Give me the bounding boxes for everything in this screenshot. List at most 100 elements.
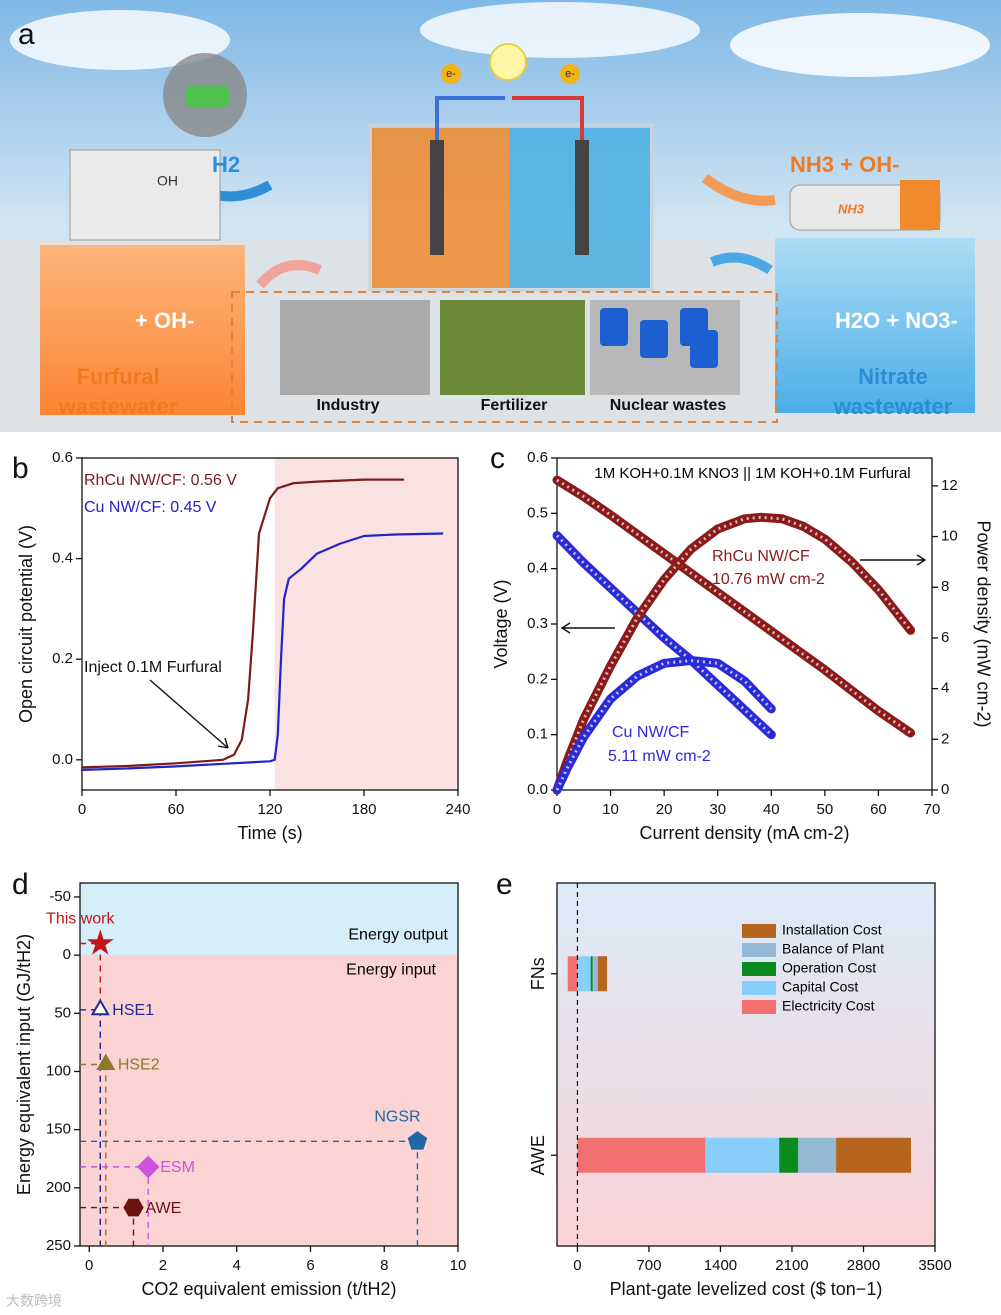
point	[136, 1155, 160, 1179]
y2-tick-label: 2	[941, 730, 949, 747]
x-tick-label: 700	[636, 1257, 661, 1274]
annotation: Inject 0.1M Furfural	[84, 659, 222, 676]
nitrate-plus: H2O + NO3-	[835, 308, 958, 333]
truck-label: NH3	[838, 201, 865, 216]
bar-segment	[597, 956, 608, 992]
y-tick-label: 0.5	[527, 504, 548, 521]
x-tick-label: 180	[351, 801, 376, 818]
plot-frame	[556, 882, 936, 1247]
source-label: wastewater	[833, 394, 953, 419]
source-name: Nuclear wastes	[610, 397, 727, 414]
x-tick-label: 10	[450, 1257, 467, 1274]
bar-segment	[836, 1137, 911, 1173]
annotation-arrow	[860, 554, 927, 566]
x-tick-label: 2800	[847, 1257, 880, 1274]
point-label: HSE2	[118, 1057, 160, 1074]
point-label: ESM	[160, 1159, 195, 1176]
panel-label: d	[12, 868, 29, 901]
series-line-highlight	[555, 658, 773, 791]
y-tick-label: 0.2	[52, 650, 73, 667]
panel-label: e	[496, 868, 513, 901]
y-tick-label: 0.3	[527, 615, 548, 632]
x-tick-label: 2100	[775, 1257, 808, 1274]
x-tick-label: 50	[817, 801, 834, 818]
x-axis-label: Plant-gate levelized cost ($ ton−1)	[610, 1279, 883, 1299]
point-label: NGSR	[374, 1109, 420, 1126]
region	[80, 955, 458, 1246]
bar-segment	[567, 956, 578, 992]
y-tick-label: 0.6	[52, 449, 73, 466]
x-axis-label: CO2 equivalent emission (t/tH2)	[141, 1279, 396, 1299]
product-label: NH3 + OH-	[790, 152, 899, 177]
y-tick-label: 0.6	[527, 449, 548, 466]
x-tick-label: 6	[306, 1257, 314, 1274]
x-tick-label: 240	[445, 801, 470, 818]
panel-label: a	[18, 18, 35, 51]
annotation: 10.76 mW cm-2	[712, 571, 825, 588]
y-tick-label: 0	[63, 946, 71, 963]
point	[96, 1053, 116, 1070]
series-line-highlight	[555, 515, 912, 791]
x-tick-label: 70	[924, 801, 941, 818]
bar-segment	[590, 956, 593, 992]
x-tick-label: 40	[763, 801, 780, 818]
annotation: 5.11 mW cm-2	[608, 748, 711, 765]
legend-swatch	[742, 962, 776, 976]
legend-swatch	[742, 924, 776, 938]
legend-swatch	[742, 1000, 776, 1014]
legend-label: Operation Cost	[782, 960, 876, 976]
annotation: RhCu NW/CF	[712, 548, 810, 565]
bar-segment	[798, 1137, 837, 1173]
chart-title: 1M KOH+0.1M KNO3 || 1M KOH+0.1M Furfural	[594, 465, 910, 482]
illustration: a H2 OH NH3 + OH- NH3 + OH- H2O + NO3- e…	[0, 0, 1001, 432]
molecule-label: OH	[157, 173, 178, 189]
x-tick-label: 0	[85, 1257, 93, 1274]
x-axis-label: Time (s)	[237, 823, 302, 843]
y-axis-label: Open circuit potential (V)	[16, 525, 36, 723]
point-label: HSE1	[112, 1002, 154, 1019]
legend-swatch	[742, 943, 776, 957]
legend-label: Installation Cost	[782, 922, 882, 938]
shaded-region	[274, 458, 458, 790]
region-label: Energy input	[346, 961, 436, 978]
region-label: Energy output	[348, 926, 448, 943]
region	[80, 883, 458, 956]
point	[90, 998, 110, 1016]
annotation-arrow	[560, 622, 615, 634]
bar-segment	[577, 956, 591, 992]
series-line	[80, 532, 444, 771]
annotation-arrow	[149, 679, 229, 749]
y-tick-label: FNs	[528, 957, 548, 990]
y-tick-label: 0.2	[527, 670, 548, 687]
annotation: RhCu NW/CF: 0.56 V	[84, 472, 237, 489]
bar-segment	[779, 1137, 799, 1173]
x-tick-label: 30	[709, 801, 726, 818]
furfural-plus: + OH-	[135, 308, 194, 333]
x-tick-label: 60	[870, 801, 887, 818]
x-tick-label: 3500	[918, 1257, 951, 1274]
legend-label: Capital Cost	[782, 979, 858, 995]
y-tick-label: 0.0	[52, 751, 73, 768]
y-tick-label: 0.1	[527, 726, 548, 743]
panel-label: c	[490, 442, 505, 475]
y-tick-label: 0.0	[527, 781, 548, 798]
source-name: Industry	[316, 397, 379, 414]
source-name: Fertilizer	[481, 397, 548, 414]
panel-label: b	[12, 452, 29, 485]
source-label: Furfural	[76, 364, 159, 389]
y2-tick-label: 10	[941, 528, 958, 545]
point	[407, 1131, 428, 1150]
y-tick-label: 100	[46, 1062, 71, 1079]
source-label: Nitrate	[858, 364, 928, 389]
plot-frame	[556, 457, 933, 791]
x-tick-label: 0	[553, 801, 561, 818]
y-tick-label: -50	[49, 888, 71, 905]
bar-segment	[577, 1137, 706, 1173]
y-tick-label: 0.4	[52, 550, 73, 567]
y2-tick-label: 6	[941, 629, 949, 646]
annotation: Cu NW/CF: 0.45 V	[84, 499, 217, 516]
x-tick-label: 60	[168, 801, 185, 818]
source-label: wastewater	[58, 394, 178, 419]
y-tick-label: AWE	[528, 1135, 548, 1175]
